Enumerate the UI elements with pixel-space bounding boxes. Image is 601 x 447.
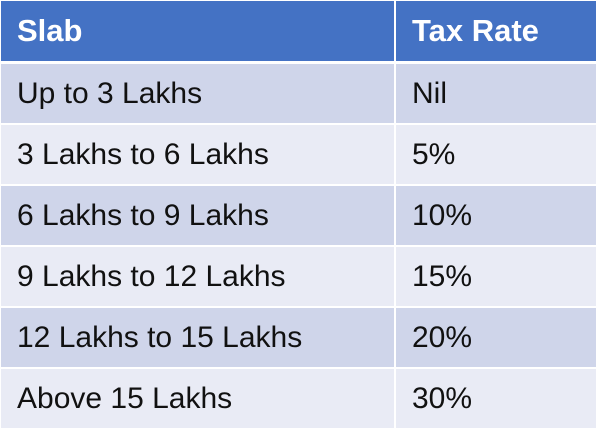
slab-cell: 6 Lakhs to 9 Lakhs (1, 185, 396, 247)
table-row: 3 Lakhs to 6 Lakhs 5% (1, 124, 596, 186)
table-row: Above 15 Lakhs 30% (1, 368, 596, 430)
rate-cell: 5% (395, 124, 596, 186)
rate-cell: Nil (395, 62, 596, 125)
header-row: Slab Tax Rate (1, 1, 596, 64)
header-tax-rate: Tax Rate (395, 1, 596, 64)
slab-cell: 12 Lakhs to 15 Lakhs (1, 307, 396, 369)
rate-cell: 30% (395, 368, 596, 430)
slab-cell: 9 Lakhs to 12 Lakhs (1, 246, 396, 308)
rate-cell: 15% (395, 246, 596, 308)
table-row: 6 Lakhs to 9 Lakhs 10% (1, 185, 596, 247)
tax-slab-table: Slab Tax Rate Up to 3 Lakhs Nil 3 Lakhs … (1, 1, 596, 430)
table-header: Slab Tax Rate (1, 1, 596, 64)
slab-cell: Above 15 Lakhs (1, 368, 396, 430)
table-row: Up to 3 Lakhs Nil (1, 62, 596, 125)
slab-cell: Up to 3 Lakhs (1, 62, 396, 125)
slab-cell: 3 Lakhs to 6 Lakhs (1, 124, 396, 186)
header-slab: Slab (1, 1, 396, 64)
table-row: 9 Lakhs to 12 Lakhs 15% (1, 246, 596, 308)
table-row: 12 Lakhs to 15 Lakhs 20% (1, 307, 596, 369)
rate-cell: 10% (395, 185, 596, 247)
table-body: Up to 3 Lakhs Nil 3 Lakhs to 6 Lakhs 5% … (1, 62, 596, 430)
rate-cell: 20% (395, 307, 596, 369)
